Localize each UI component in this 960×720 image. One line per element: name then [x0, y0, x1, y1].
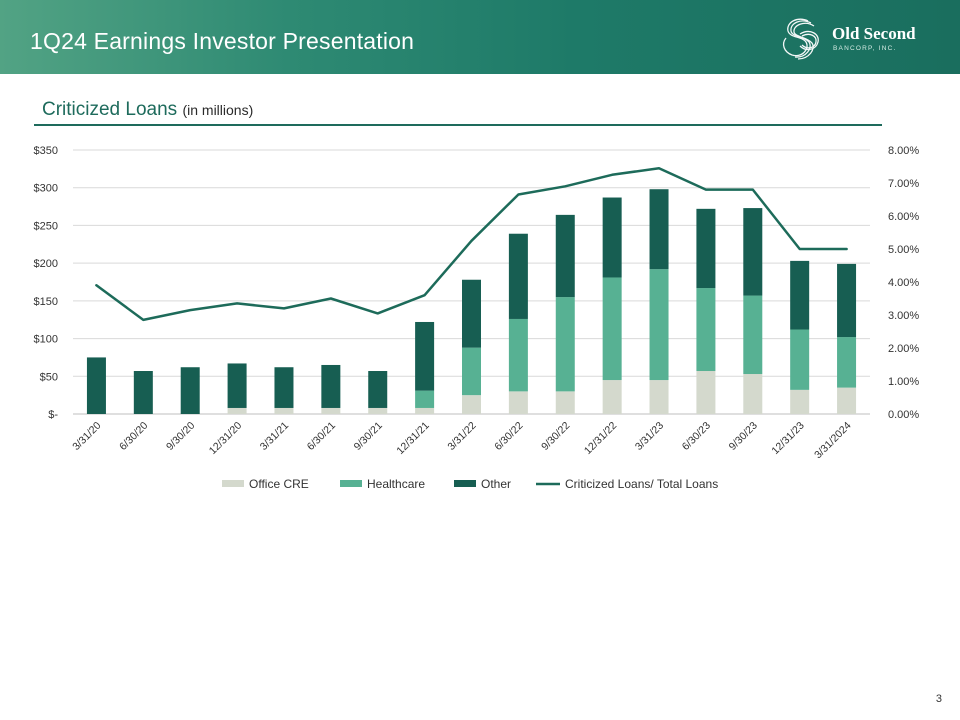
- y-right-tick-label: 1.00%: [888, 376, 919, 388]
- y-right-tick-label: 2.00%: [888, 343, 919, 355]
- section-title: Criticized Loans (in millions): [42, 99, 253, 121]
- bar-healthcare: [696, 288, 716, 372]
- bar-office-cre: [462, 395, 481, 414]
- x-tick-label: 12/31/23: [769, 420, 806, 457]
- y-right-tick-label: 4.00%: [888, 277, 919, 289]
- bar-healthcare: [555, 297, 575, 392]
- y-left-tick-label: $250: [34, 220, 58, 232]
- legend-other-swatch: [454, 480, 476, 487]
- page-title: 1Q24 Earnings Investor Presentation: [30, 28, 415, 54]
- bar-other: [368, 371, 388, 408]
- bar-healthcare: [602, 277, 622, 381]
- x-tick-label: 9/30/22: [539, 420, 572, 453]
- bar-office-cre: [790, 389, 810, 414]
- section-divider: [34, 124, 882, 126]
- bar-other: [602, 197, 622, 278]
- bar-office-cre: [274, 407, 294, 414]
- bar-office-cre: [368, 407, 388, 414]
- bar-other: [555, 214, 575, 298]
- bar-office-cre: [415, 407, 435, 414]
- x-tick-label: 12/31/21: [394, 420, 431, 457]
- y-left-tick-label: $300: [34, 183, 58, 195]
- y-right-tick-label: 7.00%: [888, 178, 919, 190]
- x-tick-label: 3/31/23: [633, 420, 666, 453]
- legend-criticized-ratio-label: Criticized Loans/ Total Loans: [565, 477, 718, 491]
- y-left-tick-label: $-: [48, 409, 58, 421]
- legend-office-cre-swatch: [222, 480, 244, 487]
- x-tick-label: 3/31/2024: [812, 420, 854, 462]
- y-right-tick-label: 3.00%: [888, 310, 919, 322]
- x-tick-label: 12/31/20: [207, 420, 244, 457]
- x-tick-label: 9/30/20: [164, 420, 197, 453]
- bar-office-cre: [555, 391, 575, 414]
- y-left-tick-label: $100: [34, 334, 58, 346]
- x-tick-label: 6/30/21: [305, 420, 338, 453]
- section-title-main: Criticized Loans: [42, 99, 178, 120]
- y-left-tick-label: $50: [40, 371, 58, 383]
- y-right-tick-label: 5.00%: [888, 244, 919, 256]
- bar-other: [462, 279, 481, 348]
- company-logo: Old Second BANCORP, INC.: [778, 14, 938, 62]
- section-title-units: (in millions): [182, 102, 254, 118]
- x-tick-label: 3/31/20: [70, 420, 103, 453]
- bar-office-cre: [321, 407, 341, 414]
- bar-healthcare: [649, 269, 669, 381]
- bar-healthcare: [790, 329, 810, 390]
- bar-healthcare: [508, 318, 528, 392]
- bar-other: [133, 371, 153, 414]
- bar-healthcare: [415, 390, 435, 408]
- bar-other: [180, 367, 200, 414]
- bar-other: [837, 263, 857, 338]
- bar-office-cre: [602, 380, 622, 414]
- bar-other: [86, 357, 106, 414]
- bar-other: [649, 189, 669, 270]
- y-left-tick-label: $350: [34, 145, 58, 157]
- bar-office-cre: [227, 407, 247, 414]
- bar-other: [508, 233, 528, 319]
- x-tick-label: 9/30/21: [352, 420, 385, 453]
- y-left-tick-label: $200: [34, 258, 58, 270]
- page-number: 3: [935, 693, 942, 705]
- y-right-tick-label: 6.00%: [888, 211, 919, 223]
- bar-other: [274, 367, 294, 408]
- x-tick-label: 6/30/20: [117, 420, 150, 453]
- bar-other: [743, 208, 763, 296]
- y-left-tick-label: $150: [34, 296, 58, 308]
- legend-healthcare-label: Healthcare: [367, 477, 425, 491]
- bar-office-cre: [837, 387, 857, 414]
- logo-subtitle: BANCORP, INC.: [833, 45, 897, 52]
- x-tick-label: 9/30/23: [727, 420, 760, 453]
- logo-mark-icon: [782, 18, 819, 60]
- line-criticized-ratio: [95, 166, 848, 322]
- bar-healthcare: [462, 347, 481, 396]
- bar-other: [415, 321, 435, 391]
- criticized-loans-chart: $- $50 $100 $150 $200 $250 $300 $350 0.00% 1.00% 2…: [34, 145, 920, 491]
- bar-healthcare: [743, 295, 763, 375]
- x-tick-label: 3/31/21: [258, 420, 291, 453]
- bar-other: [790, 260, 810, 330]
- bar-healthcare: [837, 337, 857, 388]
- x-tick-label: 12/31/22: [582, 420, 619, 457]
- y-right-tick-label: 8.00%: [888, 145, 919, 157]
- bar-office-cre: [508, 391, 528, 414]
- bar-other: [321, 364, 341, 408]
- x-tick-label: 3/31/22: [445, 420, 478, 453]
- logo-name: Old Second: [832, 24, 916, 43]
- bar-office-cre: [649, 380, 669, 414]
- x-tick-label: 6/30/22: [492, 420, 525, 453]
- bar-office-cre: [696, 371, 716, 414]
- y-right-tick-label: 0.00%: [888, 409, 919, 421]
- bar-other: [227, 363, 247, 408]
- legend-office-cre-label: Office CRE: [249, 477, 309, 491]
- legend-healthcare-swatch: [340, 480, 362, 487]
- header-bar: 1Q24 Earnings Investor Presentation Old …: [0, 0, 960, 74]
- bar-other: [696, 208, 716, 289]
- legend-other-label: Other: [481, 477, 511, 491]
- x-tick-label: 6/30/23: [680, 420, 713, 453]
- bar-office-cre: [743, 374, 763, 414]
